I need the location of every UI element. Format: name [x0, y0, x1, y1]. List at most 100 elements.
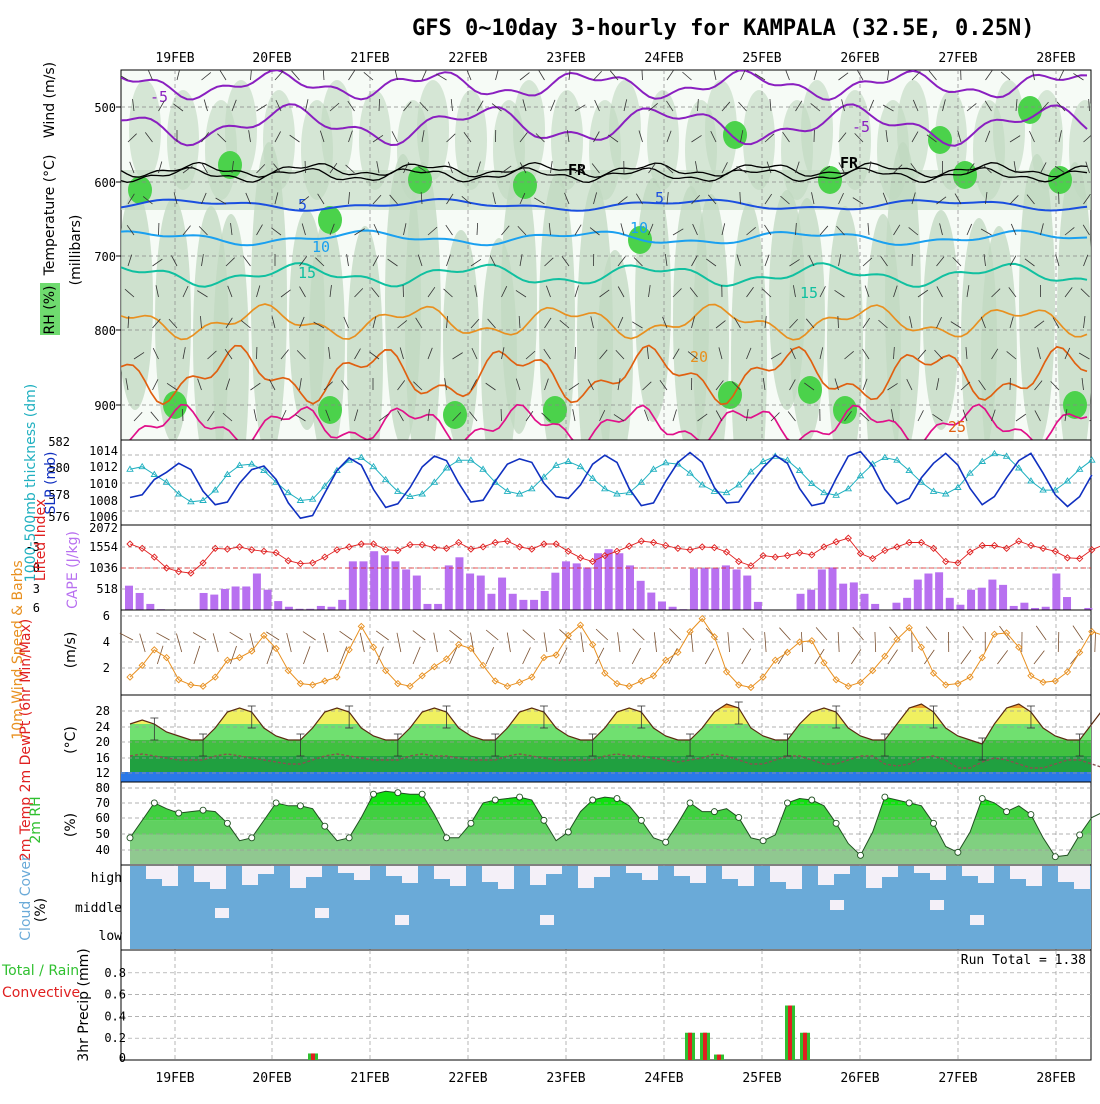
cape-bar: [317, 606, 325, 610]
cape-bar: [850, 582, 858, 610]
label-precip-total: Total / Rain: [1, 963, 79, 979]
cloud-mid-gap: [315, 908, 329, 918]
upper-label-temp: Temperature (°C): [42, 155, 58, 277]
cape-bar: [722, 565, 730, 610]
date-label-bottom: 26FEB: [840, 1071, 879, 1086]
axis-tick: 4: [103, 635, 110, 649]
cape-bar: [253, 574, 261, 610]
rh2m-marker: [638, 817, 644, 823]
axis-tick: 20: [96, 735, 110, 749]
date-label-top: 21FEB: [350, 51, 389, 66]
cape-bar: [701, 568, 709, 610]
date-label-bottom: 22FEB: [448, 1071, 487, 1086]
axis-tick: 1008: [89, 494, 118, 508]
cloud-high-gap: [914, 866, 930, 873]
cape-bar: [210, 595, 218, 610]
cloud-high-gap: [1058, 866, 1074, 882]
cloud-mid-gap: [395, 915, 409, 925]
cape-bar: [146, 604, 154, 610]
rh-band: [121, 849, 1091, 864]
cape-bar: [466, 574, 474, 610]
cape-bar: [498, 578, 506, 610]
date-label-bottom: 19FEB: [155, 1071, 194, 1086]
precip-bar-convective: [688, 1033, 692, 1060]
contour-label-p10a: 10: [312, 238, 330, 256]
rh2m-marker: [322, 823, 328, 829]
temp-base-band: [121, 772, 1091, 782]
cape-bar: [988, 580, 996, 610]
cape-bar: [924, 574, 932, 610]
axis-tick: 3: [33, 582, 40, 596]
date-label-top: 22FEB: [448, 51, 487, 66]
upper-label-millibars: (millibars): [68, 215, 84, 286]
cape-bar: [946, 598, 954, 610]
cape-bar: [136, 593, 144, 610]
cloud-high-gap: [386, 866, 402, 876]
label-rh2m: 2m RH: [28, 796, 44, 843]
cape-bar: [519, 600, 527, 610]
cape-bar: [978, 588, 986, 610]
rh2m-marker: [468, 820, 474, 826]
label-precip-axis: 3hr Precip (mm): [76, 948, 92, 1061]
cape-bar: [860, 594, 868, 610]
cape-bar: [754, 602, 762, 610]
cape-bar: [541, 591, 549, 610]
cape-bar: [370, 551, 378, 610]
cloud-mid-gap: [215, 908, 229, 918]
cloud-high-gap: [1026, 866, 1042, 886]
rh2m-marker: [784, 800, 790, 806]
rh-green-patch: [818, 166, 842, 194]
axis-tick: 1012: [89, 460, 118, 474]
rh2m-marker: [565, 829, 571, 835]
cape-bar: [487, 594, 495, 610]
cloud-high-gap: [930, 866, 946, 880]
label-precip-conv: Convective: [2, 985, 80, 1001]
rh-shade: [117, 190, 153, 410]
cloud-high-gap: [674, 866, 690, 876]
axis-tick: 50: [96, 827, 110, 841]
date-label-top: 19FEB: [155, 51, 194, 66]
cape-bar: [402, 569, 410, 610]
cloud-high-gap: [290, 866, 306, 888]
cloud-high-gap: [258, 866, 274, 874]
date-label-bottom: 20FEB: [252, 1071, 291, 1086]
cape-bar: [626, 565, 634, 610]
axis-tick: 6: [33, 601, 40, 615]
cape-bar: [711, 568, 719, 610]
label-rh2m-unit: (%): [63, 813, 79, 837]
cape-bar: [999, 585, 1007, 610]
pressure-tick: 500: [94, 101, 116, 115]
rh2m-marker: [614, 796, 620, 802]
rh2m-marker: [1077, 832, 1083, 838]
axis-tick: 0: [119, 1051, 126, 1065]
cloud-mid-gap: [830, 900, 844, 910]
rh-green-patch: [128, 176, 152, 204]
pressure-tick: 600: [94, 176, 116, 190]
date-label-top: 25FEB: [742, 51, 781, 66]
axis-tick: 28: [96, 704, 110, 718]
cloud-high-gap: [722, 866, 738, 879]
cape-bar: [839, 584, 847, 610]
surface-wind-barb: [1095, 632, 1096, 652]
axis-tick: 1014: [89, 444, 118, 458]
cloud-high-gap: [1010, 866, 1026, 879]
rh2m-marker: [833, 820, 839, 826]
cloud-high-gap: [242, 866, 258, 885]
rh2m-marker: [541, 817, 547, 823]
rh2m-marker: [370, 791, 376, 797]
cloud-high-gap: [738, 866, 754, 886]
axis-tick: 0.4: [104, 1009, 126, 1023]
cape-bar: [967, 590, 975, 610]
axis-tick: 60: [96, 811, 110, 825]
date-label-top: 27FEB: [938, 51, 977, 66]
precip-bar-convective: [788, 1006, 792, 1061]
rh2m-marker: [1028, 812, 1034, 818]
cape-bar: [637, 581, 645, 610]
cape-bar: [605, 549, 613, 610]
cloud-high-gap: [402, 866, 418, 883]
rh2m-marker: [931, 820, 937, 826]
cape-bar: [509, 594, 517, 610]
cape-bar: [1020, 603, 1028, 610]
cape-bar: [455, 557, 463, 610]
